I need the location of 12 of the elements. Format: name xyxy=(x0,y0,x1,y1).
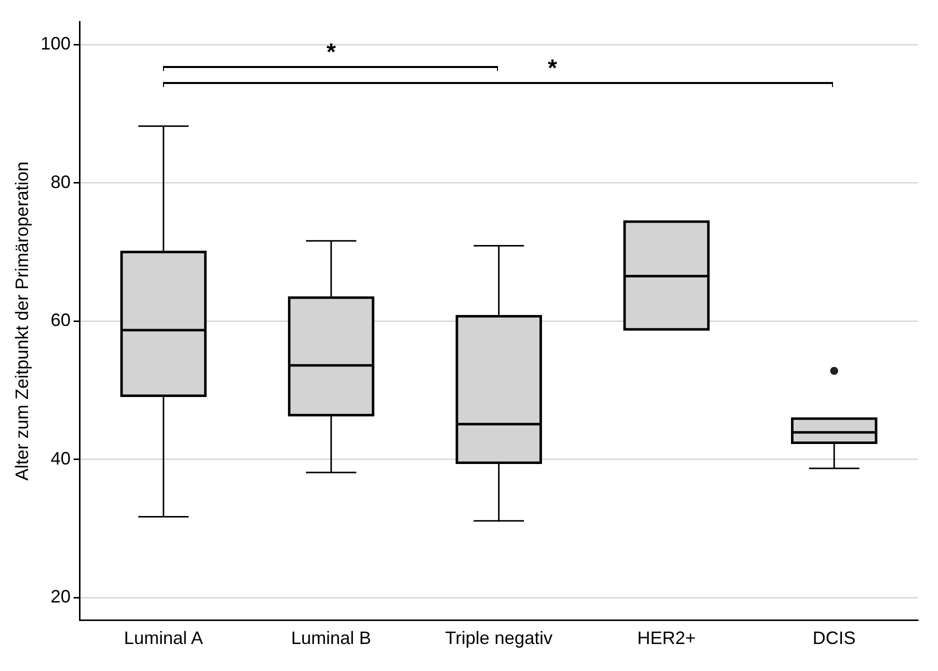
x-tick-label: Luminal B xyxy=(291,628,372,648)
y-axis-title: Alter zum Zeitpunkt der Primäroperation xyxy=(12,162,32,481)
y-tick-label: 80 xyxy=(50,172,71,192)
x-tick-label: HER2+ xyxy=(637,628,696,648)
y-tick-label: 100 xyxy=(40,34,71,54)
x-tick-label: DCIS xyxy=(812,628,856,648)
annotation: * xyxy=(546,55,558,82)
x-tick-label: Triple negativ xyxy=(445,628,553,648)
x-tick-label: Luminal A xyxy=(124,628,203,648)
y-tick-label: 40 xyxy=(50,448,71,468)
y-tick-label: 60 xyxy=(50,310,71,330)
y-tick-label: 20 xyxy=(50,586,71,607)
